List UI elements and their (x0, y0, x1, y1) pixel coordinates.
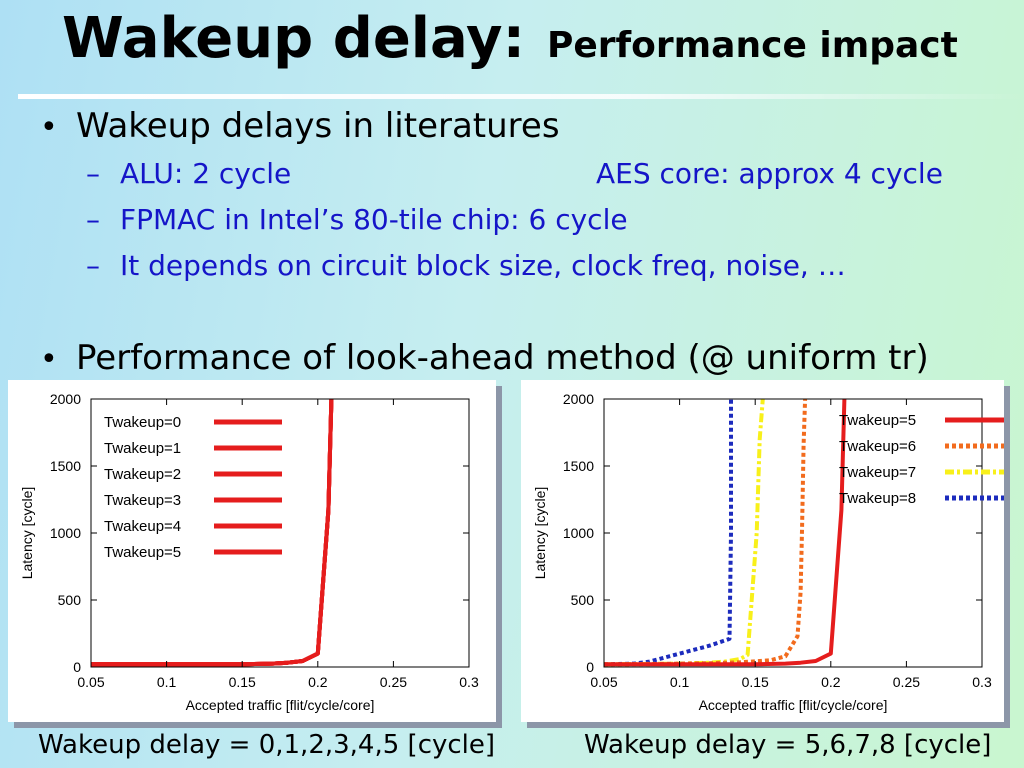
x-tick-label: 0.2 (821, 674, 841, 690)
bullet-dot: • (40, 110, 58, 145)
y-tick-label: 2000 (50, 391, 81, 407)
legend-label: Twakeup=1 (104, 440, 181, 457)
title-subtitle: Performance impact (546, 25, 958, 66)
x-tick-label: 0.2 (308, 674, 328, 690)
bullet-literatures: • Wakeup delays in literatures (40, 106, 560, 146)
x-tick-label: 0.05 (77, 674, 104, 690)
subitem-fpmac: – FPMAC in Intel’s 80-tile chip: 6 cycle (86, 203, 628, 236)
x-tick-label: 0.1 (670, 674, 690, 690)
legend-label: Twakeup=6 (839, 438, 916, 455)
caption-right: Wakeup delay = 5,6,7,8 [cycle] (584, 730, 992, 760)
subitem-alu-text: ALU: 2 cycle (120, 157, 292, 190)
series-line-1 (91, 399, 334, 667)
bullet-text: Wakeup delays in literatures (76, 106, 560, 146)
y-tick-label: 1500 (50, 458, 81, 474)
sub-dash: – (86, 249, 100, 282)
legend-label: Twakeup=5 (839, 412, 916, 429)
bullet-text: Performance of look-ahead method (@ unif… (76, 338, 929, 378)
x-tick-label: 0.15 (742, 674, 769, 690)
plot-frame (603, 398, 983, 668)
y-tick-label: 1500 (563, 458, 594, 474)
chart-right-svg: 0.05 0.1 0.15 0.2 0.25 0.3 0 500 1000 1500 2000 Acc… (532, 391, 1017, 713)
chart-right: 0.05 0.1 0.15 0.2 0.25 0.3 0 500 1000 1500 2000 Acc… (521, 380, 1017, 722)
bullet-dot: • (40, 342, 58, 377)
legend-label: Twakeup=0 (104, 414, 181, 431)
caption-left: Wakeup delay = 0,1,2,3,4,5 [cycle] (38, 730, 496, 760)
y-axis-label: Latency [cycle] (532, 487, 548, 580)
legend-label: Twakeup=5 (104, 544, 181, 561)
legend-label: Twakeup=3 (104, 492, 181, 509)
series-line-2 (604, 399, 808, 667)
x-axis-label: Accepted traffic [flit/cycle/core] (699, 697, 888, 713)
x-tick-label: 0.15 (229, 674, 256, 690)
sub-dash: – (86, 203, 100, 236)
subitem-aes-text: AES core: approx 4 cycle (596, 157, 943, 190)
legend-label: Twakeup=2 (104, 466, 181, 483)
x-tick-label: 0.05 (590, 674, 617, 690)
subitem-fpmac-text: FPMAC in Intel’s 80-tile chip: 6 cycle (120, 203, 628, 236)
x-tick-label: 0.25 (893, 674, 920, 690)
y-axis-label: Latency [cycle] (19, 487, 35, 580)
x-axis-label: Accepted traffic [flit/cycle/core] (186, 697, 375, 713)
series-line-4 (604, 399, 733, 667)
series-line-1 (604, 399, 847, 667)
x-tick-label: 0.3 (459, 674, 479, 690)
legend-label: Twakeup=4 (104, 518, 181, 535)
x-tick-label: 0.1 (157, 674, 177, 690)
x-tick-label: 0.25 (380, 674, 407, 690)
y-tick-label: 500 (58, 592, 82, 608)
y-tick-label: 0 (586, 659, 594, 675)
bullet-performance: • Performance of look-ahead method (@ uni… (40, 338, 929, 378)
chart-left-svg: 0.05 0.1 0.15 0.2 0.25 0.3 0 500 1000 1500 2000 Acc… (19, 391, 479, 713)
sub-dash: – (86, 157, 100, 190)
y-tick-label: 500 (571, 592, 595, 608)
series-line-3 (604, 399, 765, 667)
y-tick-label: 0 (73, 659, 81, 675)
subitem-depends-text: It depends on circuit block size, clock … (120, 249, 846, 282)
y-tick-label: 2000 (563, 391, 594, 407)
slide-title: Wakeup delay: Performance impact (62, 6, 958, 90)
subitem-aes: AES core: approx 4 cycle (596, 157, 943, 190)
legend-label: Twakeup=8 (839, 490, 916, 507)
subitem-depends: – It depends on circuit block size, clock… (86, 249, 846, 282)
y-tick-label: 1000 (50, 525, 81, 541)
subitem-alu: – ALU: 2 cycle (86, 157, 291, 190)
x-tick-label: 0.3 (972, 674, 992, 690)
y-tick-label: 1000 (563, 525, 594, 541)
legend-label: Twakeup=7 (839, 464, 916, 481)
title-underline (18, 94, 1024, 99)
title-main: Wakeup delay: (62, 6, 525, 71)
chart-left: 0.05 0.1 0.15 0.2 0.25 0.3 0 500 1000 1500 2000 Acc… (8, 380, 496, 722)
